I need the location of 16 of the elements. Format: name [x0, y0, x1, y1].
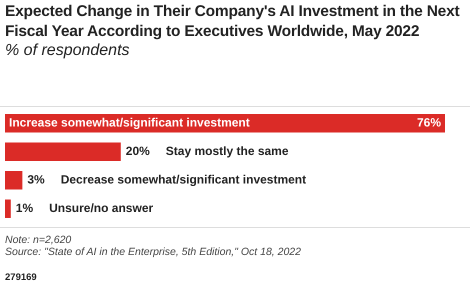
- y-tick-label: Increase somewhat/significant investment: [9, 116, 250, 130]
- chart-title: Expected Change in Their Company's AI Investment in the Next Fiscal Year According to Executives Worldwide, May 2022: [5, 2, 460, 42]
- y-tick-label: Stay mostly the same: [166, 144, 289, 158]
- source-note: Source: "State of AI in the Enterprise, 5th Edition," Oct 18, 2022: [5, 246, 301, 258]
- data-label: 76%: [416, 116, 442, 130]
- y-tick-label: Decrease somewhat/significant investment: [60, 172, 306, 187]
- text: 279169: [5, 272, 37, 283]
- y-tick-label: Unsure/no answer: [49, 201, 154, 216]
- bar: [5, 171, 22, 190]
- data-label: 1%: [16, 201, 34, 216]
- bar: [5, 200, 11, 218]
- data-label: 20%: [126, 144, 150, 158]
- text: Note: n=2,620: [5, 234, 72, 246]
- data-label: 3%: [27, 172, 46, 187]
- bar: [5, 142, 121, 161]
- chart-subtitle: % of respondents: [5, 42, 130, 60]
